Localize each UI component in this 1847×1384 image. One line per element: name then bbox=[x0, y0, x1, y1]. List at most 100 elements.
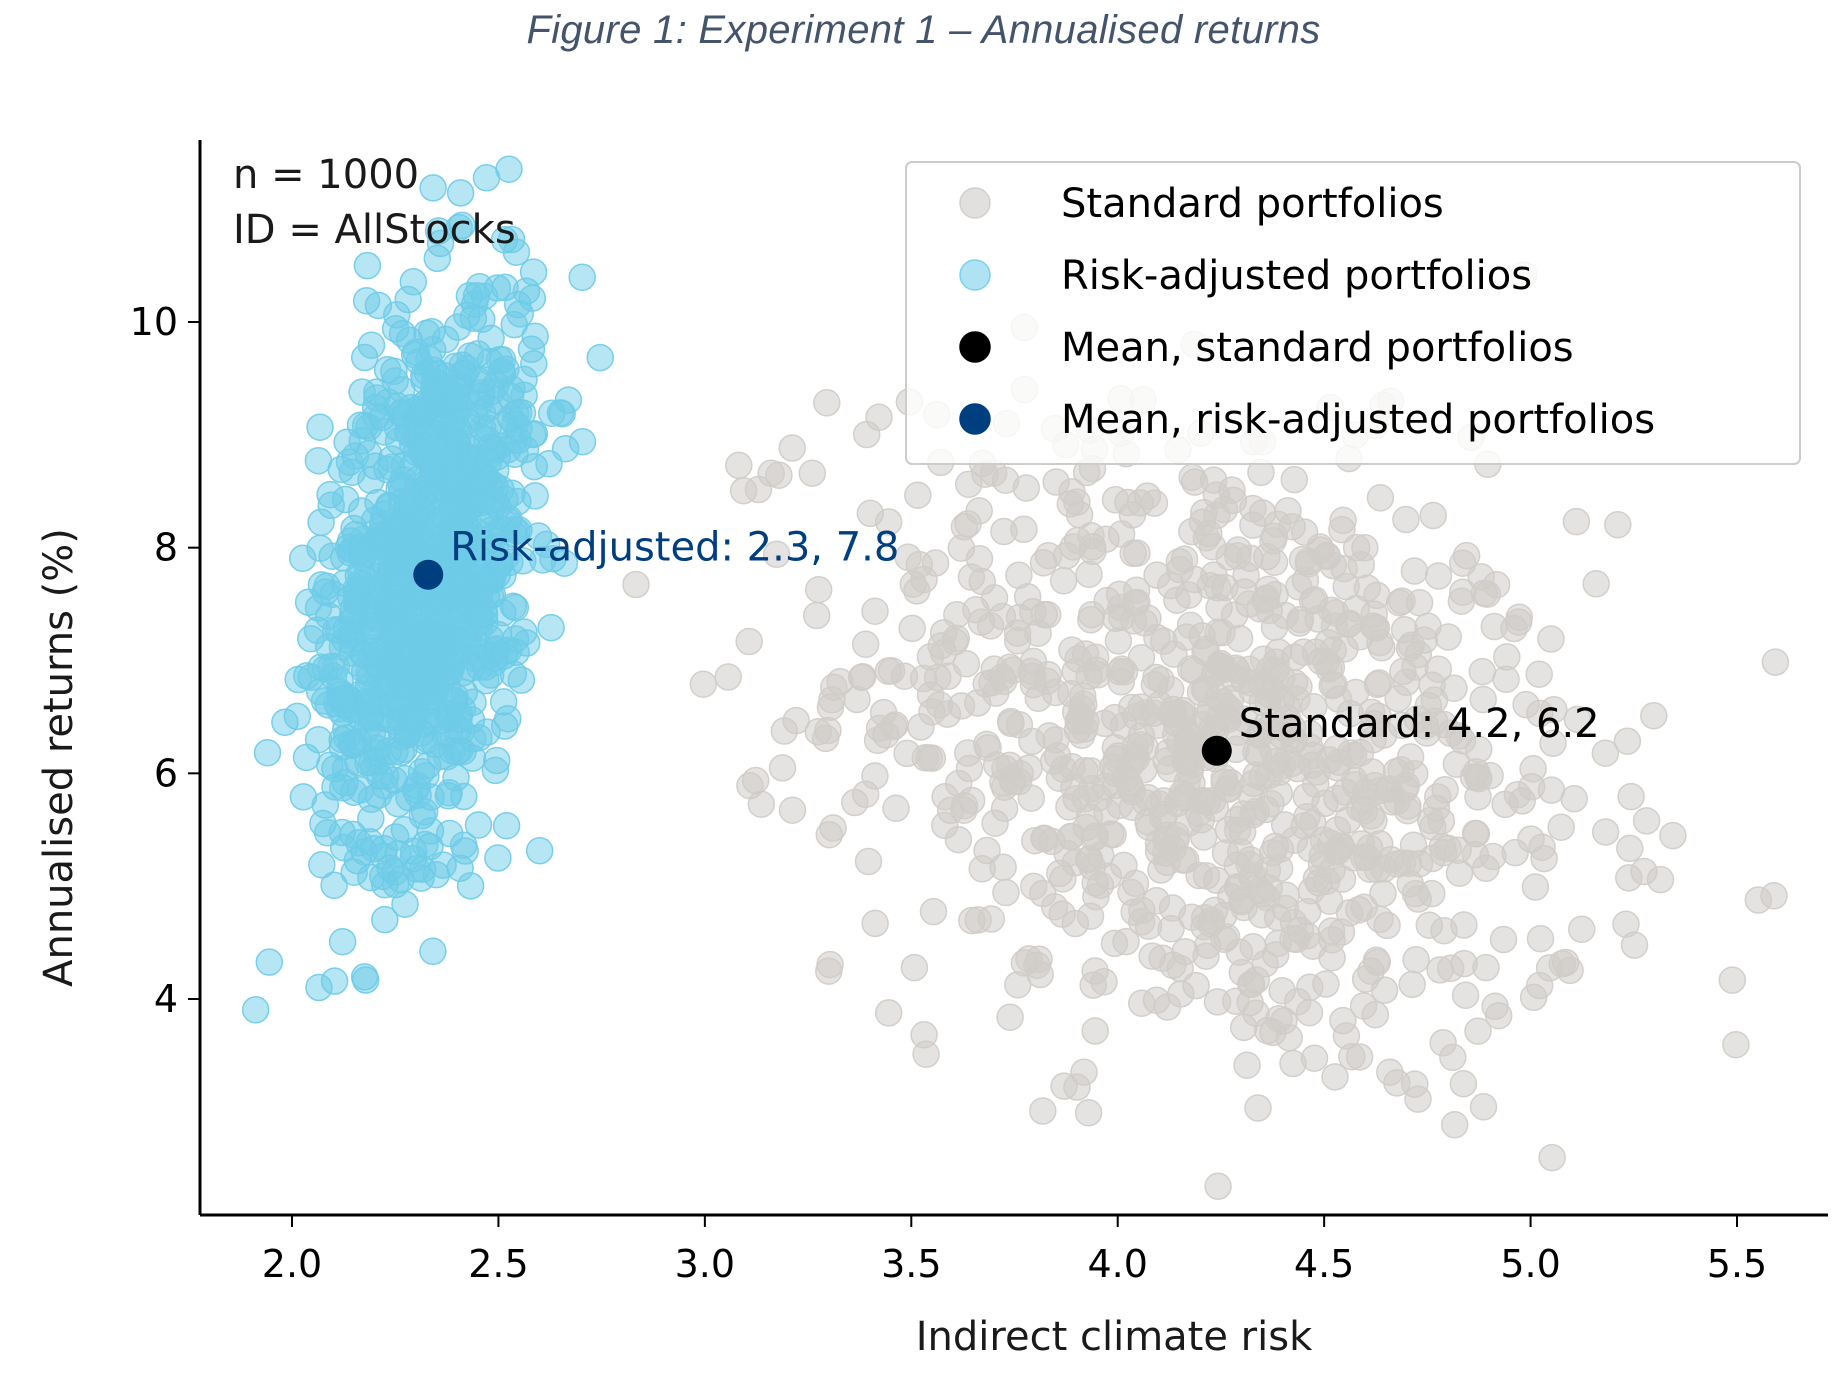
data-point bbox=[419, 937, 447, 966]
data-point bbox=[446, 179, 475, 207]
data-point bbox=[1445, 859, 1474, 887]
data-point bbox=[1620, 931, 1649, 959]
data-point bbox=[798, 459, 827, 487]
data-point bbox=[1500, 614, 1528, 643]
legend-label: Risk-adjusted portfolios bbox=[1061, 253, 1532, 299]
data-point bbox=[464, 811, 493, 839]
data-point bbox=[364, 488, 392, 517]
data-point bbox=[385, 633, 414, 661]
data-point bbox=[1562, 507, 1591, 536]
data-point bbox=[1353, 574, 1382, 602]
x-tick-label: 5.0 bbox=[1500, 1242, 1560, 1286]
data-point bbox=[313, 572, 341, 600]
data-point bbox=[622, 570, 650, 599]
data-point bbox=[381, 708, 409, 736]
data-point bbox=[1101, 604, 1130, 633]
data-point bbox=[1049, 567, 1078, 595]
data-point bbox=[357, 331, 386, 359]
data-point bbox=[357, 804, 385, 833]
data-point bbox=[1452, 541, 1481, 570]
data-point bbox=[778, 796, 807, 824]
data-point bbox=[1467, 563, 1495, 591]
data-point bbox=[1268, 976, 1296, 1005]
data-point bbox=[463, 340, 492, 368]
data-point bbox=[729, 476, 758, 505]
data-point bbox=[1526, 699, 1554, 728]
data-point bbox=[241, 996, 270, 1024]
data-point bbox=[358, 574, 387, 602]
data-point bbox=[1070, 1058, 1098, 1086]
data-point bbox=[1203, 988, 1232, 1016]
data-point bbox=[1180, 565, 1209, 594]
data-point bbox=[377, 445, 406, 473]
data-point bbox=[1492, 665, 1520, 694]
data-point bbox=[481, 756, 510, 785]
data-point bbox=[371, 905, 399, 934]
data-point bbox=[537, 613, 565, 642]
data-point bbox=[1472, 953, 1500, 982]
data-point bbox=[1400, 557, 1429, 585]
data-point bbox=[488, 357, 516, 385]
data-point bbox=[390, 529, 418, 558]
data-point bbox=[804, 575, 833, 604]
data-point bbox=[1075, 560, 1103, 589]
data-point bbox=[980, 655, 1008, 683]
data-point bbox=[1189, 823, 1218, 851]
data-point bbox=[1274, 497, 1302, 525]
data-point bbox=[915, 744, 943, 772]
data-point bbox=[1118, 793, 1147, 821]
data-point bbox=[1617, 782, 1645, 811]
data-point bbox=[457, 654, 485, 682]
data-point bbox=[431, 435, 459, 464]
data-point bbox=[1280, 643, 1309, 671]
data-point bbox=[381, 858, 409, 886]
data-point bbox=[496, 382, 525, 411]
data-point bbox=[306, 534, 334, 562]
data-point bbox=[955, 754, 984, 783]
data-point bbox=[1033, 667, 1061, 695]
data-point bbox=[1328, 865, 1357, 893]
data-point bbox=[297, 663, 326, 691]
data-point bbox=[353, 251, 382, 280]
data-point bbox=[398, 489, 426, 517]
data-point bbox=[1019, 647, 1048, 676]
data-point bbox=[1159, 951, 1187, 980]
data-point bbox=[1322, 838, 1351, 866]
data-point bbox=[1074, 1099, 1103, 1127]
data-point bbox=[1050, 1072, 1078, 1100]
data-point bbox=[965, 497, 993, 525]
legend-box bbox=[905, 161, 1801, 465]
data-point bbox=[348, 426, 377, 455]
data-point bbox=[1318, 943, 1346, 972]
x-axis-ticks: 2.0 2.5 3.0 3.5 4.0 4.5 5.0 5.5 bbox=[262, 1215, 1767, 1286]
data-point bbox=[996, 1003, 1024, 1031]
data-point bbox=[1418, 844, 1446, 873]
data-point bbox=[852, 420, 881, 449]
data-point bbox=[1171, 747, 1199, 776]
data-point bbox=[1439, 1043, 1467, 1072]
data-point bbox=[1413, 719, 1441, 747]
data-point bbox=[407, 437, 436, 466]
data-point bbox=[1547, 813, 1575, 841]
data-point bbox=[1489, 925, 1518, 954]
data-point bbox=[363, 384, 391, 412]
data-point bbox=[304, 725, 333, 754]
x-tick-label: 3.5 bbox=[881, 1242, 941, 1286]
data-point bbox=[1461, 819, 1490, 848]
data-point bbox=[1415, 911, 1444, 939]
data-point bbox=[944, 825, 973, 854]
data-point bbox=[725, 451, 753, 480]
data-point bbox=[1398, 970, 1426, 999]
data-point bbox=[1401, 1070, 1429, 1098]
data-point bbox=[1424, 562, 1453, 590]
data-point bbox=[1300, 693, 1328, 721]
data-point bbox=[1307, 647, 1335, 676]
data-point bbox=[317, 491, 345, 520]
data-point bbox=[1396, 743, 1425, 771]
data-point bbox=[1299, 809, 1327, 837]
data-point bbox=[856, 499, 885, 528]
data-point bbox=[1640, 701, 1668, 730]
data-point bbox=[1508, 787, 1536, 815]
data-point bbox=[1100, 929, 1129, 958]
data-point bbox=[1366, 484, 1395, 512]
